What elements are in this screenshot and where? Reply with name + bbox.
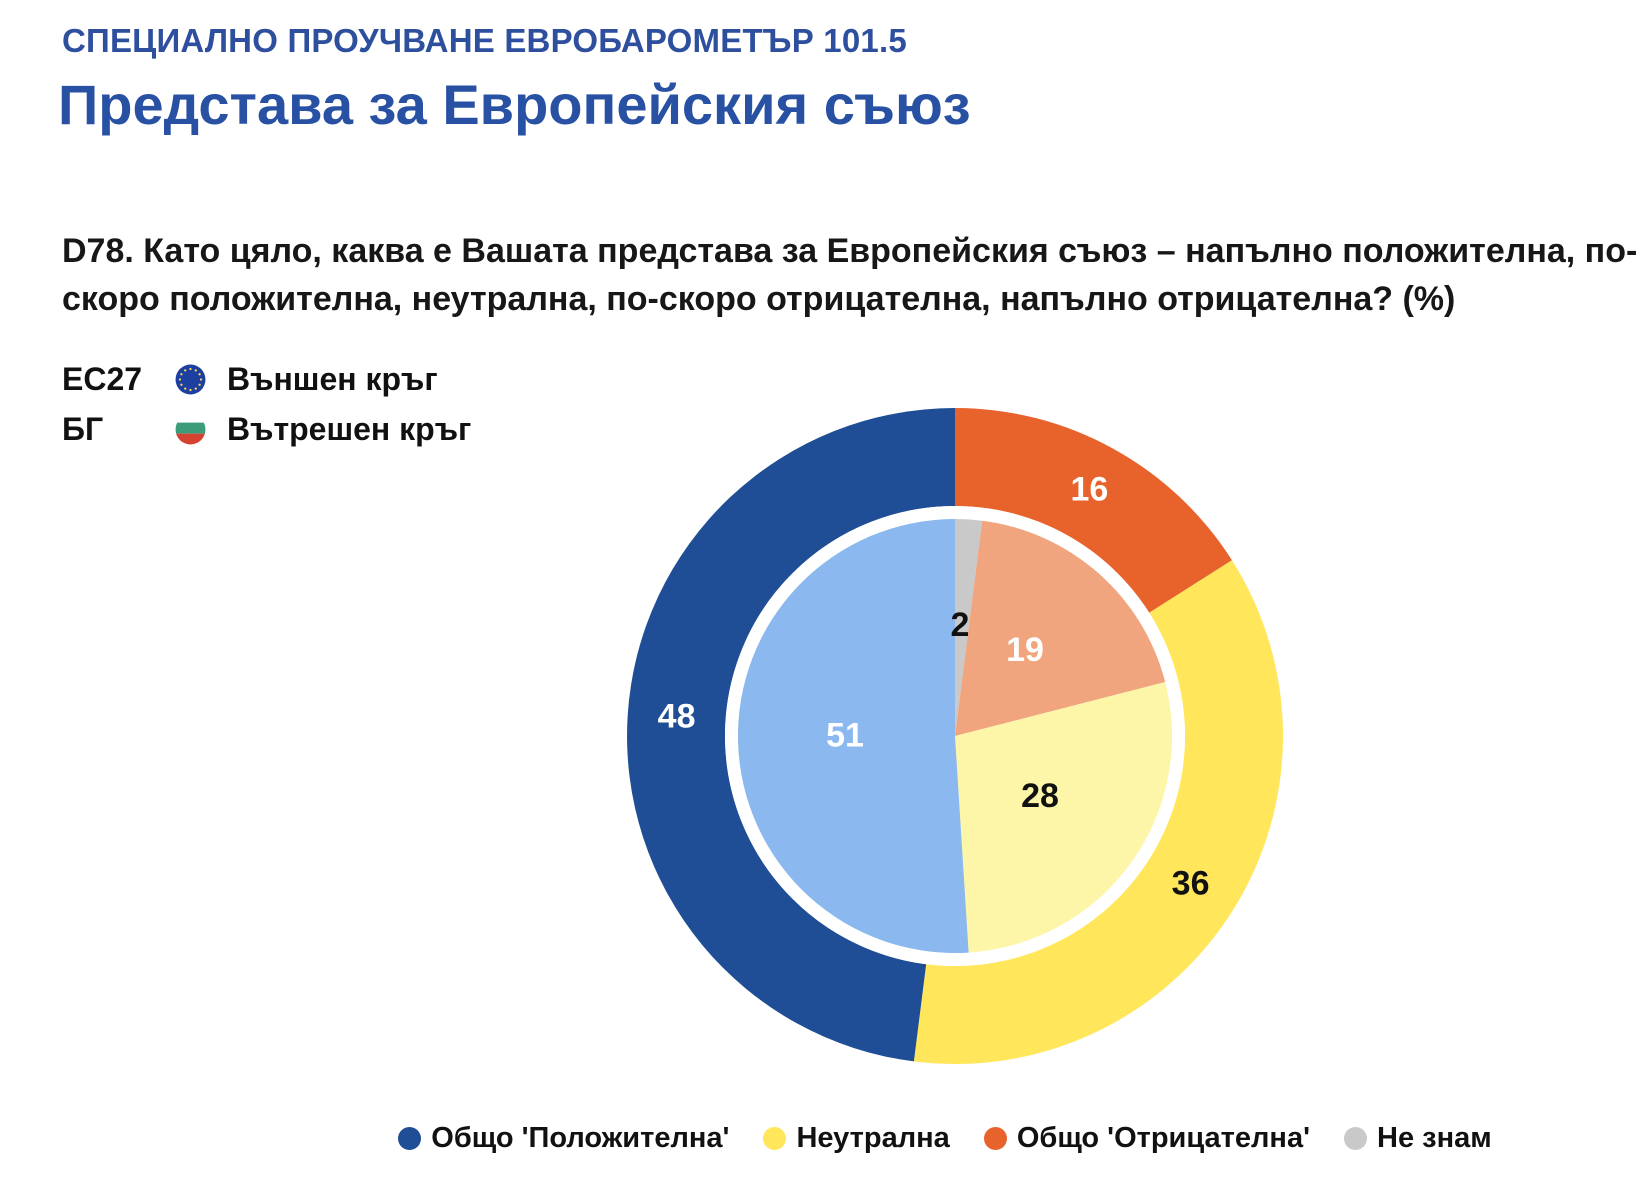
svg-text:28: 28 bbox=[1021, 777, 1059, 815]
svg-text:36: 36 bbox=[1172, 864, 1210, 902]
svg-text:51: 51 bbox=[826, 716, 864, 754]
svg-text:2: 2 bbox=[951, 606, 970, 644]
svg-text:48: 48 bbox=[658, 697, 696, 735]
svg-text:19: 19 bbox=[1006, 631, 1044, 669]
svg-text:16: 16 bbox=[1070, 470, 1108, 508]
